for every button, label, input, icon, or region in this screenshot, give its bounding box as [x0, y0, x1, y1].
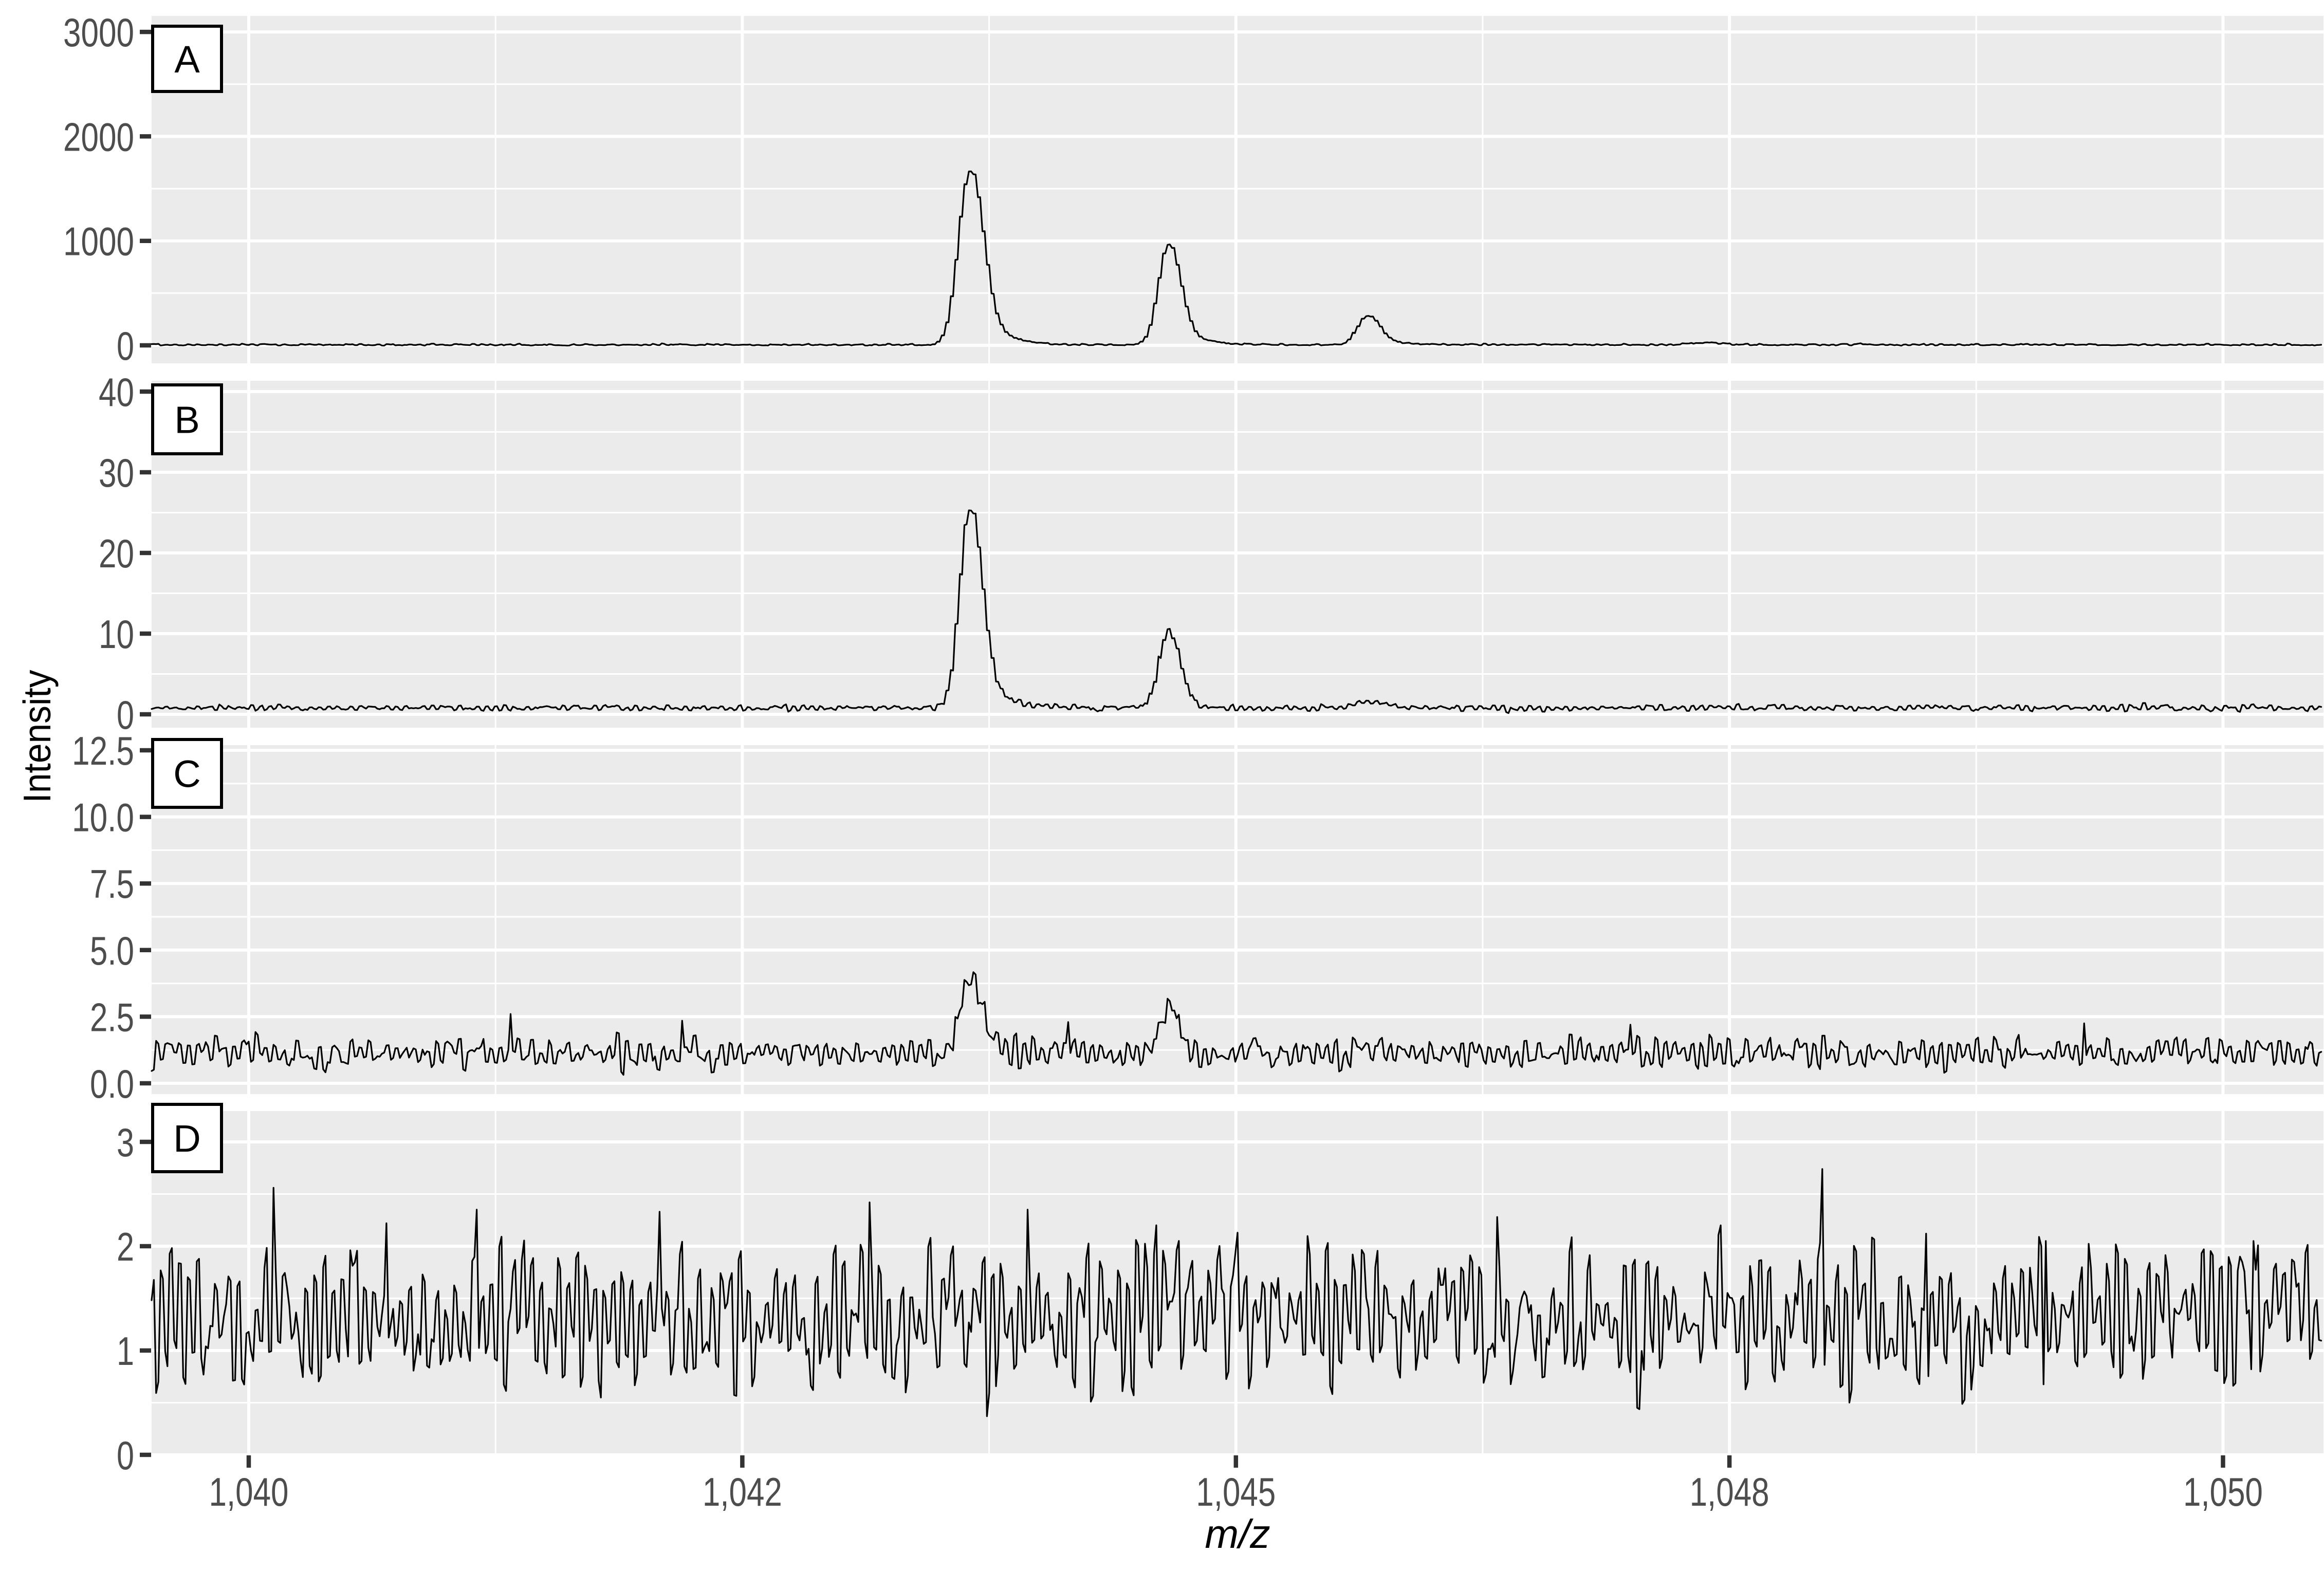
svg-text:3000: 3000 [63, 10, 134, 55]
svg-text:Intensity: Intensity [15, 670, 59, 803]
svg-text:3: 3 [117, 1120, 134, 1165]
svg-text:10.0: 10.0 [72, 795, 134, 840]
svg-text:5.0: 5.0 [90, 928, 134, 973]
svg-text:12.5: 12.5 [72, 728, 134, 773]
svg-text:2000: 2000 [63, 114, 134, 159]
svg-text:40: 40 [99, 369, 134, 415]
svg-text:0.0: 0.0 [90, 1061, 134, 1106]
svg-text:7.5: 7.5 [90, 861, 134, 907]
svg-text:1000: 1000 [63, 219, 134, 264]
svg-text:1,042: 1,042 [703, 1469, 782, 1514]
svg-text:0: 0 [117, 692, 134, 737]
svg-text:0: 0 [117, 323, 134, 368]
svg-text:0: 0 [117, 1433, 134, 1478]
svg-text:1,050: 1,050 [2183, 1469, 2263, 1514]
svg-text:2: 2 [117, 1224, 134, 1269]
svg-text:2.5: 2.5 [90, 994, 134, 1040]
svg-text:1,040: 1,040 [209, 1469, 289, 1514]
svg-text:m/z: m/z [1205, 1511, 1270, 1557]
svg-text:A: A [174, 38, 200, 81]
svg-text:D: D [173, 1117, 200, 1160]
svg-text:1: 1 [117, 1328, 134, 1374]
svg-text:C: C [173, 753, 200, 796]
svg-text:1,045: 1,045 [1196, 1469, 1276, 1514]
svg-text:1,048: 1,048 [1690, 1469, 1769, 1514]
svg-text:10: 10 [99, 612, 134, 657]
svg-text:20: 20 [99, 531, 134, 576]
svg-text:30: 30 [99, 450, 134, 495]
svg-text:B: B [174, 399, 199, 441]
